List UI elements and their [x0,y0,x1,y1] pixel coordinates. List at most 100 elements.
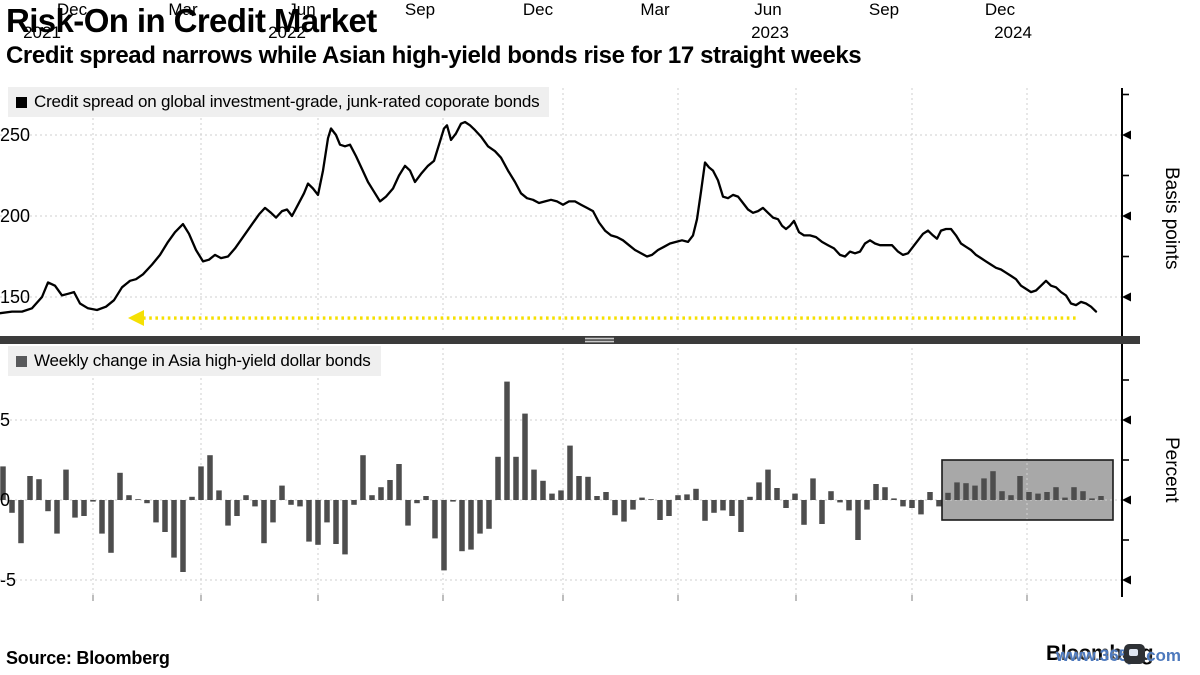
x-month-label-5: Mar [640,0,670,19]
weekly-change-bar [450,500,456,502]
weekly-change-bar [351,500,357,505]
source-label: Source: Bloomberg [6,648,170,668]
x-year-label-2022: 2022 [268,23,306,42]
weekly-change-bar [333,500,339,544]
x-month-label-8: Dec [984,0,1016,19]
weekly-change-bar [693,488,699,500]
ytick-label-bps-250: 250 [0,125,31,145]
credit-spread-line [0,120,1098,315]
weekly-change-bar [621,500,627,522]
weekly-change-bar [1098,496,1104,500]
weekly-change-bar [873,484,879,500]
weekly-change-bar [1089,498,1095,500]
weekly-change-bar [576,476,582,500]
weekly-change-bar [972,485,978,500]
weekly-change-bar [729,500,735,516]
x-month-label-0: Dec [56,0,88,19]
x-month-label-2: Jun [288,0,316,19]
weekly-change-bar [1044,492,1050,500]
weekly-change-bar [684,494,690,500]
weekly-change-bar [153,500,159,523]
page-subtitle: Credit spread narrows while Asian high-y… [6,42,862,69]
weekly-change-bar [108,500,114,553]
ytick-label-pct-0: 0 [0,490,11,510]
weekly-change-bar [414,500,420,504]
weekly-change-bar [909,500,915,508]
weekly-change-bar [513,456,519,500]
weekly-change-bar [180,500,186,572]
weekly-change-bar [585,476,591,500]
weekly-change-bar [459,500,465,552]
weekly-change-bar [279,485,285,500]
weekly-change-bar [675,495,681,500]
weekly-change-bar [657,500,663,520]
top-panel-legend: Credit spread on global investment-grade… [8,87,550,117]
weekly-change-bar [297,500,303,507]
line-series-legend-marker-icon [16,96,27,108]
weekly-change-bar [162,500,168,532]
weekly-change-bar [738,500,744,532]
weekly-change-bar [288,500,294,505]
weekly-change-bar [477,500,483,534]
weekly-change-bar [999,491,1005,500]
weekly-change-bar [1062,497,1068,500]
x-month-label-7: Sep [868,0,900,19]
weekly-change-bar [540,480,546,500]
weekly-change-bar [612,500,618,516]
weekly-change-bar [855,500,861,540]
ytick-label-bps-200: 200 [0,206,31,226]
axis-major-tick-arrow-icon [1122,575,1131,585]
weekly-change-bar [234,500,240,516]
weekly-change-bar [567,445,573,500]
weekly-change-bar [963,483,969,500]
weekly-change-bar [72,500,78,518]
weekly-change-bar [666,500,672,516]
weekly-change-bar [99,500,105,534]
weekly-change-bar [387,480,393,500]
weekly-change-bar [126,495,132,500]
weekly-change-bar [918,500,924,515]
weekly-change-bar [639,497,645,500]
bottom-panel-legend-label: Weekly change in Asia high-yield dollar … [34,351,371,370]
weekly-change-bar [900,500,906,507]
x-year-label-2024: 2024 [994,23,1032,42]
weekly-change-bar [216,490,222,500]
x-month-label-6: Jun [754,0,782,19]
weekly-change-bar [882,487,888,500]
weekly-change-bar [468,500,474,550]
weekly-change-bar [981,478,987,500]
weekly-change-bar [261,500,267,544]
y-axis-title-percent: Percent [1161,437,1182,503]
weekly-change-bar [504,381,510,500]
y-axis-title-basis-points: Basis points [1161,166,1182,270]
weekly-change-bar [603,492,609,500]
weekly-change-bar [558,490,564,500]
weekly-change-bar [756,482,762,500]
weekly-change-bar [396,464,402,500]
weekly-change-bar [27,476,33,500]
weekly-change-bar [954,482,960,500]
x-month-label-3: Sep [404,0,436,19]
weekly-change-bar [90,500,96,502]
weekly-change-bar [81,500,87,516]
weekly-change-bar [711,500,717,513]
weekly-change-bar [1053,487,1059,500]
weekly-change-bar [1008,495,1014,500]
weekly-change-bar [747,496,753,500]
weekly-change-bar [324,500,330,523]
axis-major-tick-arrow-icon [1122,211,1131,221]
highlight-box-border [941,459,1114,521]
weekly-change-bar [270,500,276,523]
panel-separator [0,336,1140,344]
weekly-change-bar [531,469,537,500]
weekly-change-bar [810,478,816,500]
yellow-arrowhead-icon [128,310,144,327]
weekly-change-bar [774,488,780,500]
ytick-label-pct-5: 5 [0,410,11,430]
weekly-change-bar [423,496,429,500]
weekly-change-bar [864,500,870,510]
weekly-change-bar [243,495,249,500]
weekly-change-bar [927,492,933,500]
